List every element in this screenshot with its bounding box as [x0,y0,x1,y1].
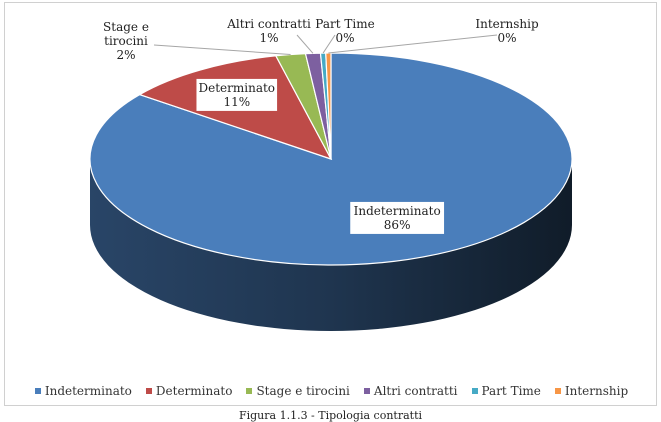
data-label-internship-value: 0% [497,31,516,45]
legend-item-internship: Internship [554,384,629,398]
data-label-altri-contratti-value: 1% [259,31,278,45]
legend-item-determinato: Determinato [145,384,233,398]
pie-depth [90,159,572,331]
leader-line-altri-contratti [296,34,314,54]
legend-swatch-part-time [471,388,478,394]
leader-line-internship [328,34,498,54]
legend-item-altri-contratti: Altri contratti [363,384,458,398]
legend-label-stage-e-tirocini: Stage e tirocini [256,384,350,398]
leader-line-part-time [322,34,336,54]
chart-area: Indeterminato 86% Determinato 11% Stage e tir… [4,2,657,406]
legend-item-stage-e-tirocini: Stage e tirocini [246,384,350,398]
figure-caption: Figura 1.1.3 - Tipologia contratti [238,409,423,422]
data-label-indeterminato-name: Indeterminato [354,204,441,218]
data-label-internship-name: Internship [475,17,539,31]
data-label-part-time-name: Part Time [315,17,374,31]
legend-swatch-altri-contratti [363,388,370,394]
data-label-indeterminato-value: 86% [384,218,411,232]
slice-indeterminato [89,52,573,266]
data-label-determinato-name: Determinato [199,81,276,95]
legend-label-determinato: Determinato [155,384,233,398]
slice-side-indeterminato [90,159,572,331]
legend-label-altri-contratti: Altri contratti [373,384,458,398]
data-label-altri-contratti-name: Altri contratti [226,17,311,31]
legend-swatch-stage-e-tirocini [246,388,253,394]
label-box-determinato [196,78,278,111]
legend-swatch-indeterminato [34,388,41,394]
pie-top [89,52,573,266]
data-label-stage-e-tirocini-name: tirocini [104,34,148,48]
data-label-stage-e-tirocini-value: 2% [116,48,135,62]
legend-label-indeterminato: Indeterminato [44,384,132,398]
legend-item-indeterminato: Indeterminato [34,384,132,398]
legend-label-part-time: Part Time [481,384,541,398]
data-label-determinato-value: 11% [223,95,250,109]
label-box-indeterminato [350,201,445,234]
leader-line-stage-e-tirocini [153,44,291,55]
legend-item-part-time: Part Time [471,384,541,398]
legend: Indeterminato Determinato Stage e tirocini… [5,384,658,398]
data-label-stage-e-tirocini-name: Stage e [103,20,149,34]
legend-swatch-determinato [145,388,152,394]
data-label-part-time-value: 0% [335,31,354,45]
legend-swatch-internship [554,388,561,394]
legend-label-internship: Internship [564,384,629,398]
